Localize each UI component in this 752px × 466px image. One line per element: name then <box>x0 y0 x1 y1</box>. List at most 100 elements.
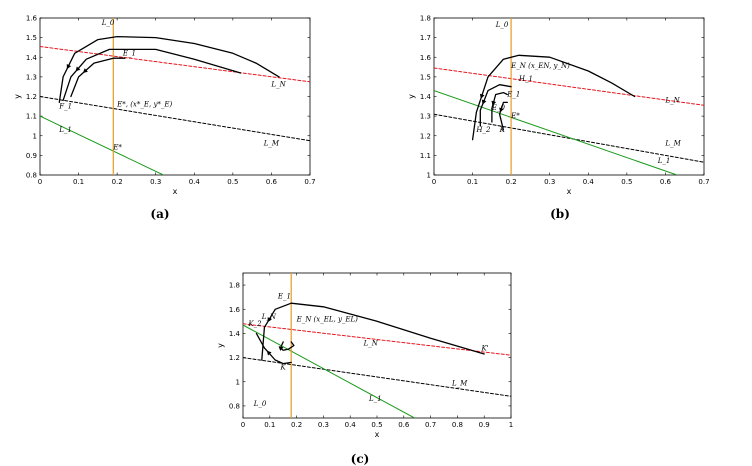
trajectory-arrow <box>267 317 272 323</box>
series-line-0 <box>243 323 511 356</box>
annotation-label: L_M <box>263 140 280 148</box>
y-tick-label: 0.8 <box>26 172 37 180</box>
x-tick-label: 0.9 <box>479 421 490 429</box>
annotation-label: E_N (x_EL, y_EL) <box>296 315 359 323</box>
y-axis-label: y <box>13 94 22 99</box>
annotation-label: E_1 <box>506 91 520 99</box>
x-tick-label: 0.2 <box>506 178 517 186</box>
annotation-label: E*, (x*_E, y*_E) <box>116 100 172 108</box>
y-tick-label: 1.8 <box>229 282 240 290</box>
annotation-label: F_1 <box>58 102 72 110</box>
annotation-label: L_N <box>270 81 286 89</box>
x-tick-label: 0 <box>432 178 436 186</box>
trajectory-arrow <box>481 99 487 105</box>
annotation-label: K <box>499 126 506 134</box>
annotation-label: L_1 <box>368 395 382 403</box>
y-axis-label: y <box>216 343 225 348</box>
y-tick-label: 1.4 <box>26 54 38 62</box>
annotation-label: E* <box>510 112 520 120</box>
x-tick-label: 0.3 <box>318 421 329 429</box>
y-tick-label: 1.6 <box>420 54 432 62</box>
annotation-label: L_1 <box>657 157 671 165</box>
y-tick-label: 1.3 <box>420 113 431 121</box>
panel-caption: (a) <box>150 207 169 221</box>
trajectory-arrow <box>479 93 485 99</box>
series-line-6 <box>70 57 126 98</box>
trajectory-arrow <box>75 66 81 72</box>
y-tick-label: 1.2 <box>229 354 240 362</box>
x-axis-label: x <box>567 187 572 196</box>
annotation-label: L_0 <box>101 19 115 27</box>
annotation-label: L_1 <box>58 126 72 134</box>
x-tick-label: 0.8 <box>452 421 463 429</box>
y-tick-label: 1.2 <box>26 93 37 101</box>
annotation-label: E* <box>112 143 122 151</box>
x-tick-label: 0.4 <box>583 178 595 186</box>
y-tick-label: 1 <box>236 378 240 386</box>
y-tick-label: 1.6 <box>26 15 38 23</box>
x-tick-label: 0.4 <box>189 178 201 186</box>
trajectory-arrow <box>82 68 88 73</box>
annotation-label: E_1 <box>277 292 291 300</box>
series-line-5 <box>255 332 292 365</box>
annotation-label: L_M <box>451 379 468 387</box>
chart-panel-1: 0 0.1 0.2 0.3 0.4 0.5 0.6 0.7 1 1.1 1.2 1.3 1.4 1.5 1.… <box>407 15 710 197</box>
x-tick-label: 0.5 <box>371 421 382 429</box>
annotation-label: K <box>280 364 287 372</box>
annotation-label: L_N <box>261 313 277 321</box>
x-tick-label: 0.1 <box>73 178 84 186</box>
x-tick-label: 0.7 <box>304 178 315 186</box>
annotation-label: E_N (x_EN, y_N) <box>510 62 570 70</box>
x-tick-label: 0.3 <box>544 178 555 186</box>
annotation-label: K_2 <box>247 320 262 328</box>
x-tick-label: 0.7 <box>425 421 436 429</box>
series-line-0 <box>434 67 704 106</box>
annotation-label: H_2 <box>475 126 491 134</box>
trajectory-arrow <box>266 350 272 356</box>
x-tick-label: 0.1 <box>467 178 478 186</box>
series-line-1 <box>434 113 704 163</box>
y-tick-label: 1.8 <box>420 15 431 23</box>
x-tick-label: 1 <box>509 421 513 429</box>
x-tick-label: 0 <box>241 421 245 429</box>
series-line-6 <box>491 91 508 123</box>
annotation-label: L_0 <box>495 21 509 29</box>
x-tick-label: 0.6 <box>266 178 278 186</box>
trajectory-arrow <box>278 346 284 351</box>
x-tick-label: 0.1 <box>264 421 275 429</box>
x-tick-label: 0.2 <box>112 178 123 186</box>
annotation-label: K' <box>481 344 489 352</box>
annotation-label: L_N <box>363 340 379 348</box>
series-line-1 <box>243 357 511 397</box>
x-tick-label: 0.7 <box>698 178 709 186</box>
y-tick-label: 1.7 <box>420 34 431 42</box>
series-line-2 <box>40 115 164 175</box>
y-tick-label: 1.4 <box>420 93 432 101</box>
annotation-label: E_1 <box>122 49 136 57</box>
panel-caption: (b) <box>550 207 570 221</box>
trajectory-arrow <box>499 107 504 113</box>
x-tick-label: 0.2 <box>291 421 302 429</box>
series-line-5 <box>62 48 242 102</box>
y-tick-label: 0.9 <box>26 152 37 160</box>
series-line-4 <box>261 302 485 361</box>
chart-panel-0: 0 0.1 0.2 0.3 0.4 0.5 0.6 0.7 0.8 0.9 1 1.1 1.2 1.3 1.… <box>13 15 316 197</box>
x-tick-label: 0.5 <box>621 178 632 186</box>
series-line-4 <box>471 54 636 141</box>
series-line-0 <box>40 46 310 83</box>
annotation-label: L_N <box>664 96 680 104</box>
x-tick-label: 0 <box>38 178 42 186</box>
y-tick-label: 0.8 <box>229 402 240 410</box>
x-tick-label: 0.4 <box>345 421 357 429</box>
chart-panel-2: 0 0.1 0.2 0.3 0.4 0.5 0.6 0.7 0.8 0.9 1 0.8 1 1.2 1.4 1… <box>216 272 513 439</box>
plot-frame <box>433 17 705 176</box>
y-axis-label: y <box>407 94 416 99</box>
x-axis-label: x <box>173 187 178 196</box>
trajectory-arrow <box>66 64 72 70</box>
plot-frame <box>39 17 311 176</box>
y-tick-label: 1.5 <box>26 34 37 42</box>
y-tick-label: 1 <box>427 172 431 180</box>
y-tick-label: 1.1 <box>26 113 37 121</box>
y-tick-label: 1 <box>33 132 37 140</box>
